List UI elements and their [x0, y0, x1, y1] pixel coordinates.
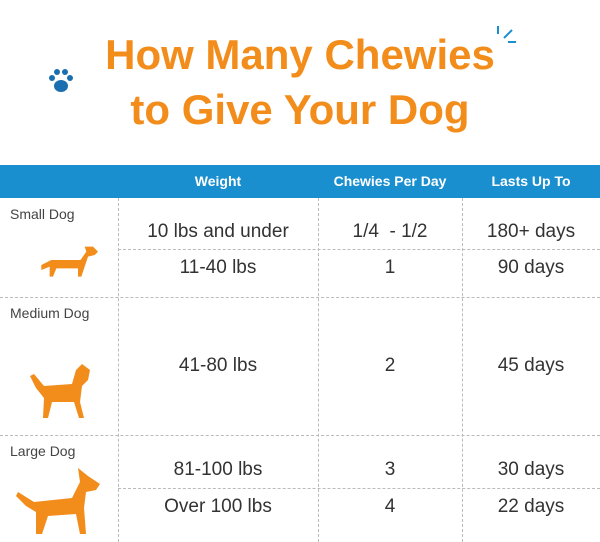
- table-cell: 180+ days: [486, 221, 576, 242]
- table-cell: Over 100 lbs: [164, 496, 272, 517]
- table-cell: 11-40 lbs: [179, 257, 257, 278]
- table-cell: 1: [384, 257, 396, 278]
- column-divider: [462, 198, 463, 542]
- table-cell: 1/4 - 1/2: [352, 221, 428, 242]
- table-cell: 10 lbs and under: [147, 221, 289, 242]
- paw-icon: [49, 69, 73, 92]
- dog-icon: [30, 364, 90, 418]
- column-header: Chewies Per Day: [333, 173, 447, 189]
- sparkle: [497, 26, 516, 43]
- dog-icon: [41, 246, 98, 277]
- table-cell: 2: [384, 355, 396, 376]
- header-bar: [0, 165, 600, 198]
- group-divider: [0, 297, 600, 298]
- table-cell: 22 days: [497, 496, 565, 517]
- column-divider: [118, 198, 119, 542]
- title-line: How Many Chewies: [105, 31, 495, 78]
- title-line: to Give Your Dog: [130, 86, 470, 133]
- table-cell: 90 days: [497, 257, 565, 278]
- table-cell: 81-100 lbs: [173, 459, 263, 480]
- table-cell: 30 days: [497, 459, 565, 480]
- table-cell: 41-80 lbs: [178, 355, 258, 376]
- group-label: Medium Dog: [10, 305, 90, 321]
- table-cell: 3: [384, 459, 396, 480]
- table-cell: 4: [384, 496, 396, 517]
- row-divider: [118, 249, 600, 250]
- group-divider: [0, 435, 600, 436]
- column-divider: [318, 198, 319, 542]
- column-header: Weight: [194, 173, 242, 189]
- column-header: Lasts Up To: [491, 173, 571, 189]
- group-label: Small Dog: [10, 206, 75, 222]
- dog-icon: [16, 468, 100, 534]
- group-label: Large Dog: [10, 443, 76, 459]
- table-cell: 45 days: [497, 355, 565, 376]
- row-divider: [118, 488, 600, 489]
